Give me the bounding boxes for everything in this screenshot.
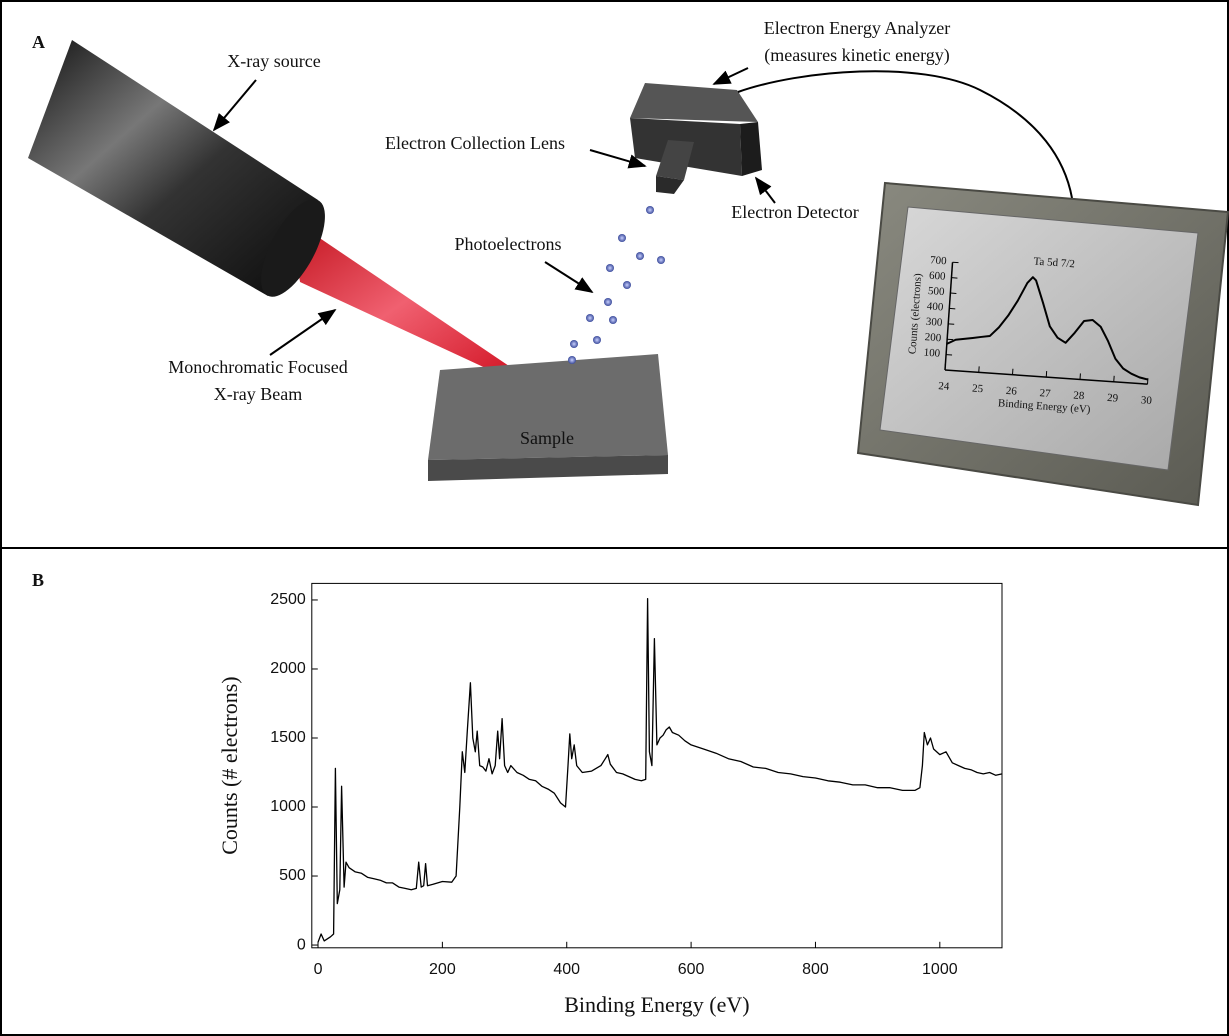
x-tick-label: 200 [429,961,456,978]
y-tick-label: 500 [928,285,946,298]
y-axis-label: Counts (# electrons) [217,676,242,854]
figure: A B 10020030040050060070024252627282930T… [0,0,1229,1036]
plot-frame [312,583,1002,947]
y-tick-label: 1500 [270,729,306,746]
x-tick-label: 1000 [922,961,958,978]
electron [623,281,631,289]
x-tick-label: 27 [1039,387,1051,400]
annotation: Electron Detector [731,202,858,222]
x-tick-label: 24 [938,380,950,393]
y-tick-label: 200 [924,331,942,344]
electron [636,252,644,260]
electron [606,264,614,272]
annotation: Monochromatic Focused [168,357,347,377]
arrow [545,262,592,292]
y-tick-label: 0 [297,936,306,953]
electron [604,298,612,306]
electron [593,336,601,344]
annotation: Sample [520,428,574,448]
y-tick-label: 300 [925,316,943,329]
y-tick-label: 100 [923,347,941,360]
page: A B 10020030040050060070024252627282930T… [0,0,1229,1036]
spectrum-chart: 0 500 1000 1500 2000 2500 0 200 400 600 800 1000 Bin… [217,583,1002,1017]
y-tick-label: 1000 [270,798,306,815]
arrow [756,178,775,203]
y-tick-label: 2500 [270,591,306,608]
y-tick-label: 2000 [270,660,306,677]
annotation: X-ray Beam [214,384,302,404]
analyzer-top [630,83,758,122]
y-tick-label: 400 [926,300,944,313]
annotation: Electron Collection Lens [385,133,565,153]
electron [618,234,626,242]
x-tick-label: 29 [1107,392,1119,405]
electron [609,316,617,324]
arrow [214,80,256,130]
x-tick-label: 800 [802,961,829,978]
x-tick-label: 28 [1073,390,1085,403]
x-tick-label: 26 [1005,385,1017,398]
y-tick-label: 600 [929,270,947,283]
y-tick-label: 500 [279,867,306,884]
x-tick-label: 25 [972,382,984,395]
annotation: Photoelectrons [455,234,562,254]
electron [646,206,654,214]
arrow [714,68,748,84]
electron [570,340,578,348]
analyzer-side [740,122,762,176]
electron [586,314,594,322]
annotation: (measures kinetic energy) [764,45,950,66]
x-axis-label: Binding Energy (eV) [564,992,749,1017]
x-tick-label: 30 [1140,394,1152,407]
panel-label: A [32,32,45,52]
y-tick-label: 700 [930,254,948,267]
panel-label: B [32,570,44,590]
x-tick-label: 0 [314,961,323,978]
arrow [270,310,335,355]
x-tick-label: 400 [553,961,580,978]
cable [738,71,1072,198]
annotation: Electron Energy Analyzer [764,18,951,38]
spectrum-line [318,599,1002,943]
electron [657,256,665,264]
annotation: X-ray source [227,51,320,71]
electron [568,356,576,364]
x-tick-label: 600 [678,961,705,978]
